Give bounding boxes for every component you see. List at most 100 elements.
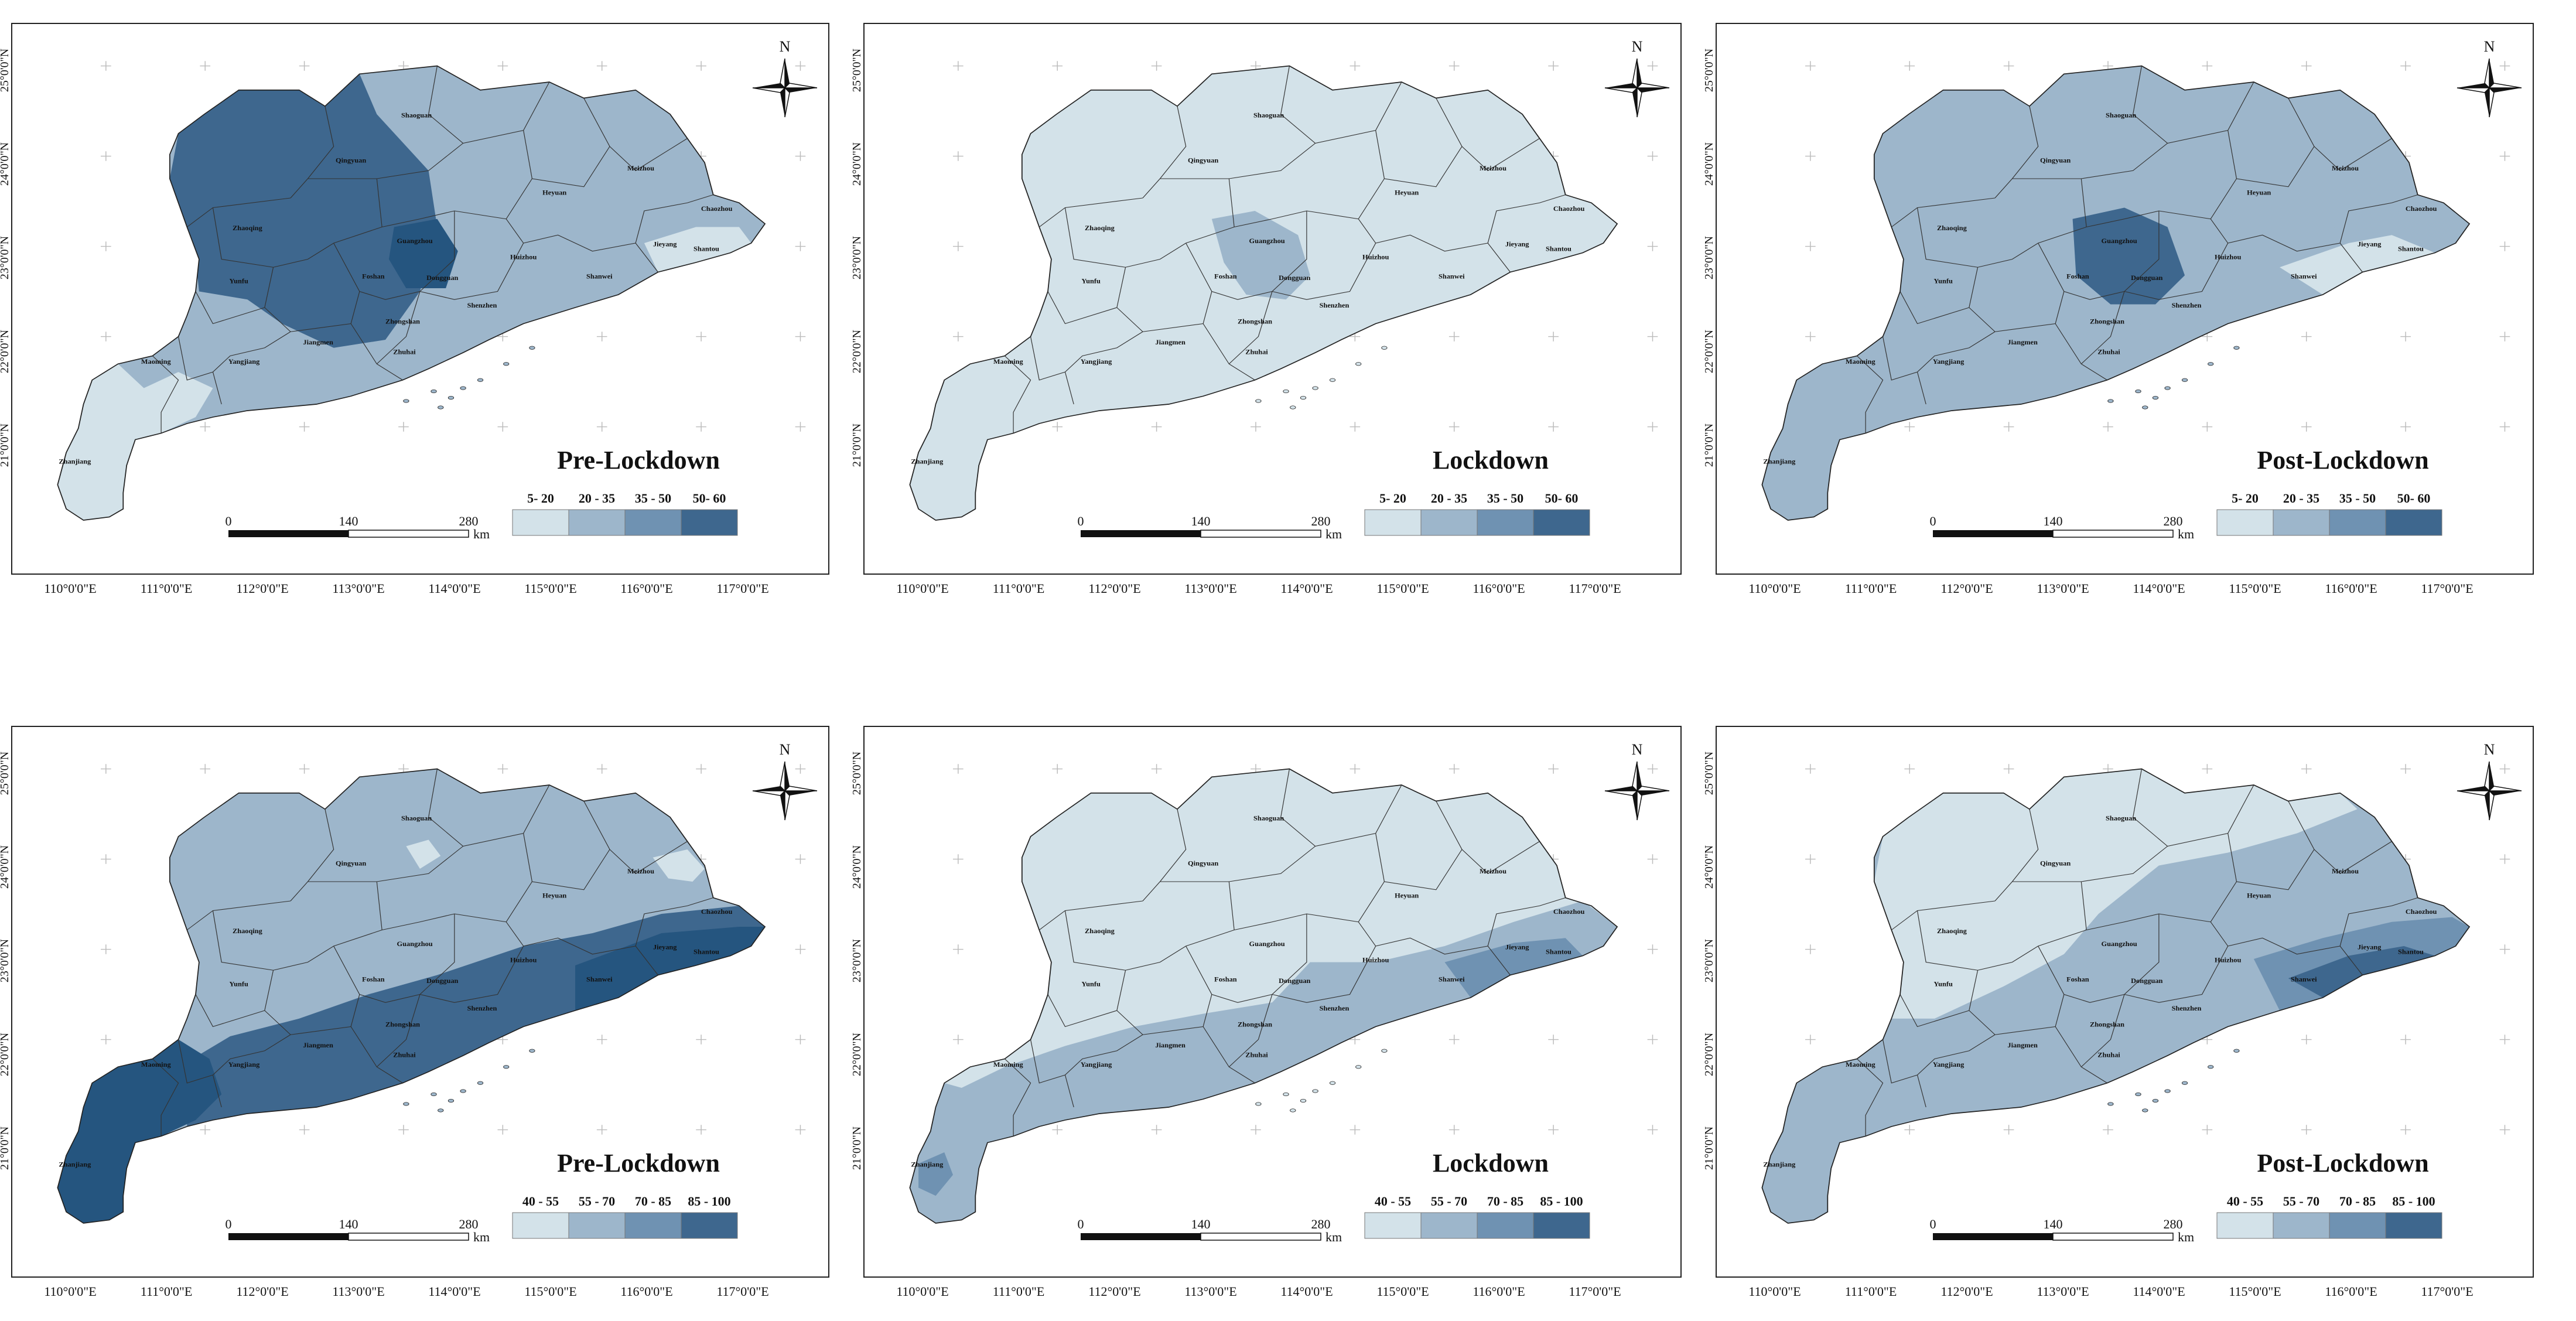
city-label: Shanwei	[2291, 975, 2317, 984]
island	[1355, 362, 1362, 366]
scale-tick: 0	[1930, 1217, 1936, 1231]
graticule-cross	[1151, 422, 1162, 432]
legend-label: 85 - 100	[1540, 1194, 1583, 1209]
city-label: Guangzhou	[2102, 940, 2137, 948]
graticule-cross	[1904, 1125, 1915, 1135]
graticule-cross	[795, 1125, 806, 1135]
city-label: Shaoguan	[401, 814, 432, 822]
graticule-cross	[101, 332, 111, 342]
legend-label: 85 - 100	[2392, 1194, 2435, 1209]
value-zones	[57, 74, 751, 520]
city-label: Guangzhou	[2102, 237, 2137, 245]
city-label: Heyuan	[2247, 892, 2271, 900]
city-label: Foshan	[2066, 272, 2089, 281]
latitude-tick: 21°0'0"N	[0, 1127, 11, 1170]
longitude-tick: 114°0'0"E	[428, 581, 480, 596]
island	[2208, 1065, 2214, 1069]
graticule-cross	[795, 944, 806, 954]
north-arrow-icon: N	[1604, 741, 1670, 821]
island	[1312, 1089, 1318, 1093]
district-border	[1994, 106, 2039, 199]
city-label: Dongguan	[2131, 977, 2163, 985]
district-border	[1916, 207, 2087, 268]
district-border	[1916, 371, 1926, 405]
value-zone	[644, 227, 751, 272]
longitude-tick: 110°0'0"E	[896, 581, 948, 596]
graticule-cross	[1647, 151, 1658, 161]
longitude-tick: 117°0'0"E	[2421, 581, 2473, 596]
map-panel: Shaoguan Qingyuan Meizhou Heyuan Chaozhou Zha…	[850, 23, 1682, 596]
legend-swatch	[2273, 509, 2330, 536]
city-label: Dongguan	[2131, 274, 2163, 282]
latitude-tick: 24°0'0"N	[850, 845, 863, 889]
island	[2142, 405, 2148, 409]
value-zone	[910, 901, 1618, 1223]
legend-label: 50- 60	[1545, 491, 1579, 506]
graticule-cross	[1448, 1035, 1460, 1044]
city-label: Zhuhai	[2097, 348, 2120, 356]
graticule-cross	[953, 151, 964, 161]
district-border	[290, 106, 334, 199]
graticule-cross	[2202, 61, 2213, 71]
value-zone	[1874, 769, 2358, 1019]
longitude-tick: 112°0'0"E	[1088, 1284, 1140, 1299]
city-label: Zhanjiang	[59, 458, 91, 466]
graticule-cross	[1647, 1035, 1658, 1044]
district-border	[1994, 291, 2065, 332]
value-zone	[57, 1039, 222, 1223]
legend-swatch	[2329, 1212, 2386, 1239]
north-label: N	[2484, 741, 2495, 758]
latitude-tick: 22°0'0"N	[1703, 1033, 1716, 1076]
latitude-tick: 21°0'0"N	[850, 1127, 863, 1170]
city-label: Heyuan	[1395, 892, 1419, 900]
graticule-cross	[2400, 332, 2411, 342]
city-label: Shantou	[2398, 245, 2424, 253]
graticule-cross	[200, 422, 211, 432]
district-border	[177, 1034, 291, 1084]
island	[438, 405, 444, 409]
longitude-tick: 117°0'0"E	[716, 1284, 768, 1299]
map-panel: Shaoguan Qingyuan Meizhou Heyuan Chaozhou Zha…	[0, 726, 829, 1299]
city-label: Foshan	[1214, 272, 1237, 281]
graticule-cross	[1647, 422, 1658, 432]
legend-label: 20 - 35	[2283, 491, 2319, 506]
city-label: Shaoguan	[2106, 111, 2137, 120]
graticule-cross	[795, 764, 806, 774]
graticule-cross	[1904, 61, 1915, 71]
city-label: Maoming	[141, 358, 171, 366]
legend-swatch	[568, 509, 626, 536]
value-zone	[575, 927, 766, 1011]
graticule-cross	[1151, 764, 1162, 774]
city-label: Guangzhou	[397, 940, 433, 948]
city-label: Heyuan	[2247, 189, 2271, 197]
graticule-cross	[795, 241, 806, 251]
latitude-tick: 22°0'0"N	[850, 330, 863, 373]
value-zones	[1874, 66, 2470, 348]
city-label: Maoming	[993, 358, 1023, 366]
graticule-cross	[2202, 764, 2213, 774]
legend-swatch	[2385, 509, 2442, 536]
longitude-tick: 116°0'0"E	[2325, 1284, 2377, 1299]
city-label: Yunfu	[1081, 980, 1101, 988]
district-border	[1280, 66, 1402, 144]
district-border	[1994, 809, 2039, 902]
legend-label: 20 - 35	[579, 491, 615, 506]
scale-bar-white	[2052, 530, 2174, 538]
city-label: Yangjiang	[228, 358, 260, 366]
scale-bar-black	[228, 1233, 349, 1240]
city-label: Shanwei	[1439, 975, 1465, 984]
map-panel: Shaoguan Qingyuan Meizhou Heyuan Chaozhou Zha…	[850, 726, 1682, 1299]
latitude-tick: 22°0'0"N	[0, 330, 11, 373]
city-label: Jieyang	[1505, 240, 1529, 248]
city-label: Yunfu	[1933, 277, 1953, 285]
city-label: Shenzhen	[467, 1004, 497, 1012]
graticule-cross	[1448, 422, 1460, 432]
north-arrow-icon: N	[2457, 741, 2522, 821]
city-label: Zhuhai	[393, 348, 416, 356]
district-border	[1064, 371, 1074, 405]
city-label: Qingyuan	[336, 156, 367, 165]
longitude-tick: 113°0'0"E	[1184, 1284, 1236, 1299]
scale-tick: 140	[1191, 1217, 1211, 1231]
longitude-tick: 111°0'0"E	[993, 1284, 1045, 1299]
city-label: Zhanjiang	[911, 1160, 943, 1169]
